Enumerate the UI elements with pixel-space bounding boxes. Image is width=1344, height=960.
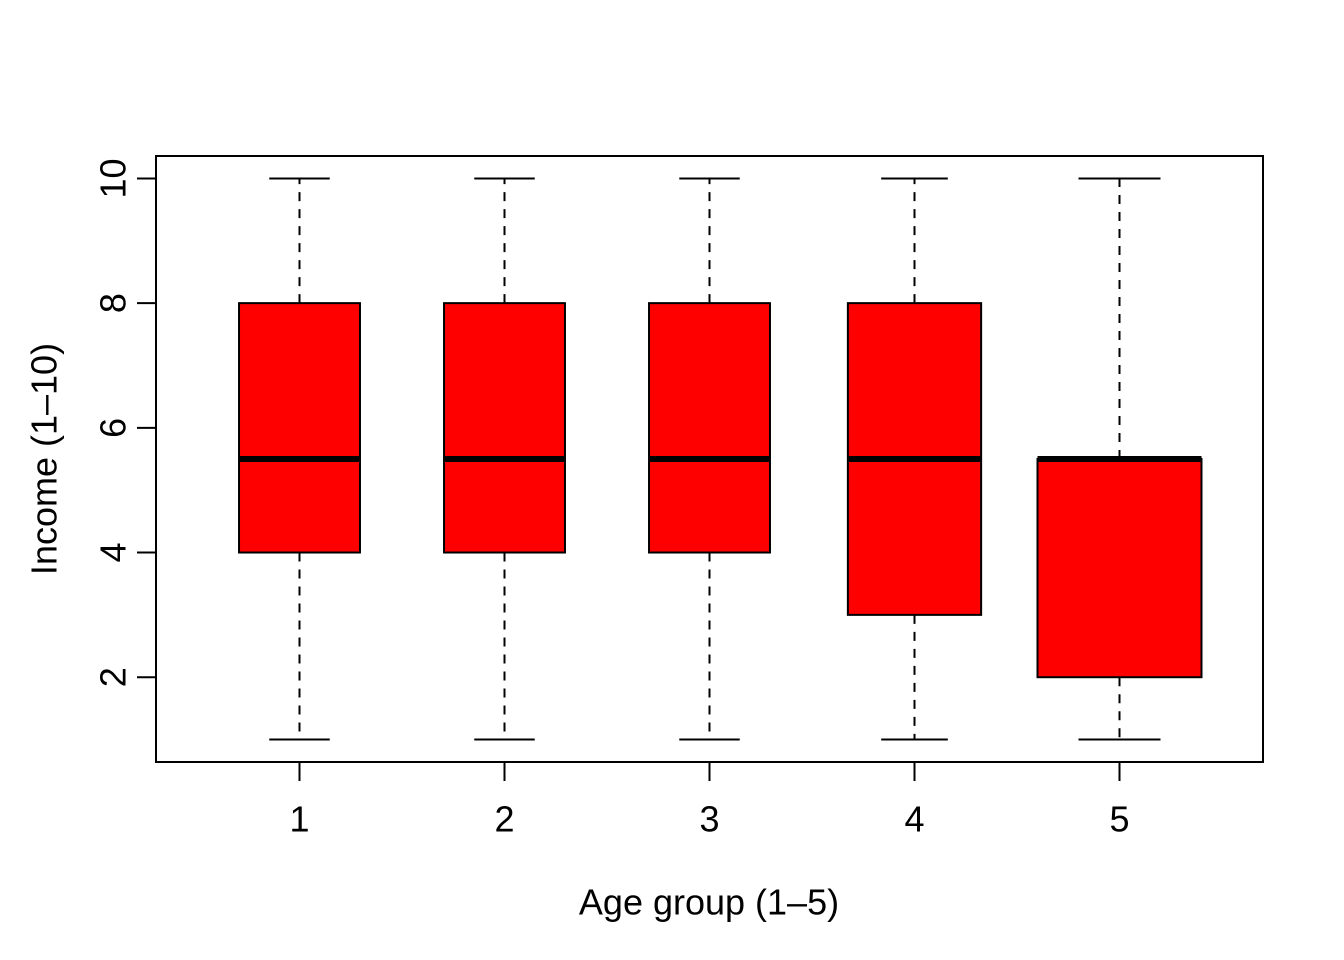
box-rect — [238, 302, 361, 554]
x-tick-label: 1 — [289, 799, 309, 840]
box-rect — [1036, 458, 1203, 679]
x-tick-label: 4 — [904, 799, 924, 840]
y-tick-label: 8 — [93, 293, 134, 313]
y-tick-label: 2 — [93, 667, 134, 687]
x-tick-label: 3 — [699, 799, 719, 840]
box-rect — [648, 302, 771, 554]
boxes-layer — [238, 177, 1203, 741]
y-tick-label: 4 — [93, 543, 134, 563]
box-group-5 — [1036, 177, 1203, 741]
x-tick-label: 5 — [1109, 799, 1129, 840]
y-tick-label: 6 — [93, 418, 134, 438]
box-group-1 — [238, 177, 361, 741]
box-group-3 — [648, 177, 771, 741]
box-group-4 — [846, 177, 983, 741]
x-axis-title: Age group (1–5) — [579, 882, 839, 923]
y-axis-title: Income (1–10) — [24, 343, 65, 575]
y-tick-label: 10 — [93, 158, 134, 198]
x-tick-label: 2 — [494, 799, 514, 840]
box-group-2 — [443, 177, 566, 741]
box-rect — [443, 302, 566, 554]
y-axis: 2 4 6 8 10 — [93, 158, 156, 687]
x-axis: 1 2 3 4 5 — [289, 762, 1130, 840]
